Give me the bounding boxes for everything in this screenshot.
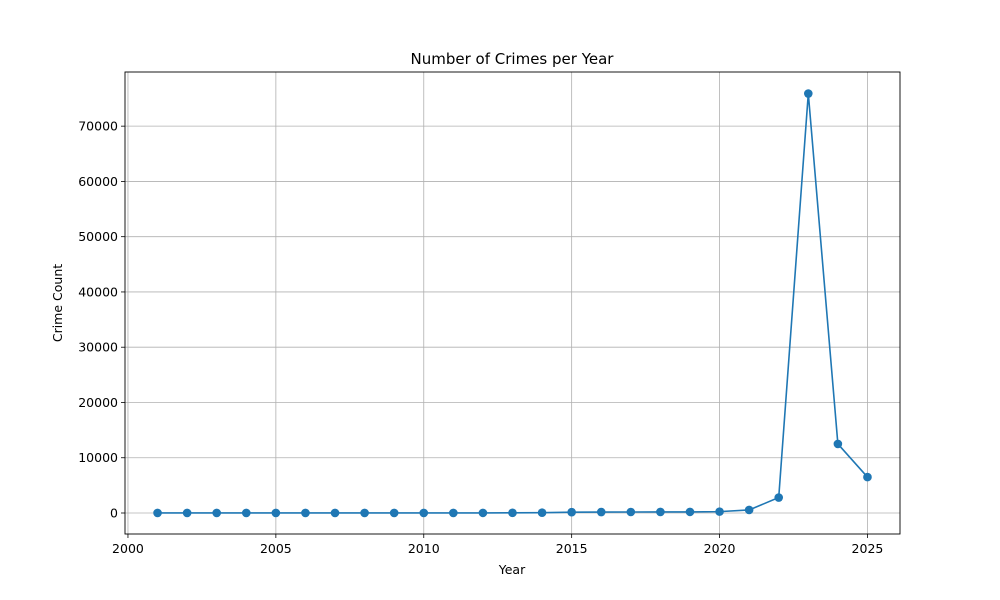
data-point (360, 508, 369, 518)
x-tick-label: 2000 (112, 541, 144, 556)
data-point (774, 493, 784, 502)
data-point (685, 507, 695, 517)
y-tick-label: 30000 (78, 340, 118, 355)
y-tick-label: 60000 (78, 174, 118, 189)
data-point (744, 505, 754, 515)
x-tick-label: 2005 (260, 541, 292, 556)
data-point (596, 507, 606, 517)
y-tick-label: 10000 (78, 450, 118, 465)
data-point (626, 507, 636, 517)
chart-title: Number of Crimes per Year (411, 50, 615, 68)
y-axis-label: Crime Count (50, 264, 65, 342)
x-tick-label: 2015 (556, 541, 588, 556)
data-point (508, 508, 517, 518)
data-point (478, 508, 488, 518)
data-point (833, 439, 843, 449)
data-point (271, 508, 281, 518)
y-tick-label: 50000 (78, 229, 118, 244)
data-point (389, 508, 399, 518)
data-point (241, 508, 251, 518)
y-tick-label: 0 (110, 506, 118, 521)
y-tick-label: 20000 (78, 395, 118, 410)
data-point (804, 89, 813, 98)
data-point (153, 508, 162, 518)
grid (125, 72, 900, 534)
data-point (567, 507, 576, 517)
plot-area-frame (124, 71, 901, 535)
data-point (537, 508, 547, 517)
data-point (182, 508, 192, 518)
y-tick-label: 70000 (78, 119, 118, 134)
data-point (419, 508, 429, 518)
x-axis-label: Year (498, 562, 526, 577)
data-point (715, 507, 724, 516)
data-point (656, 507, 665, 517)
x-axis-ticks: 2000 2005 2010 2015 2020 2025 (112, 534, 883, 556)
y-axis-ticks: 0 10000 20000 30000 40000 50000 60000 70000 (78, 119, 125, 521)
data-point (863, 472, 872, 482)
x-tick-label: 2010 (408, 541, 440, 556)
data-point (212, 508, 221, 518)
x-tick-label: 2025 (852, 541, 884, 556)
data-series (153, 89, 872, 518)
x-tick-label: 2020 (704, 541, 736, 556)
y-tick-label: 40000 (78, 284, 118, 299)
data-point (449, 508, 458, 518)
data-point (301, 508, 310, 518)
data-point (330, 508, 340, 518)
